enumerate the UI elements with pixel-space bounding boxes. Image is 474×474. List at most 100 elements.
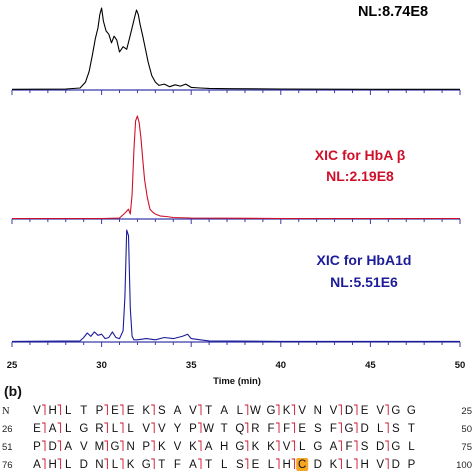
residue: H: [360, 459, 368, 471]
residue: T: [80, 405, 87, 417]
cleavage-mark: [291, 422, 296, 433]
residue: V: [158, 423, 166, 435]
cleavage-mark: [57, 440, 62, 451]
cleavage-mark: [385, 440, 389, 451]
residue: L: [237, 405, 244, 417]
residue: P: [189, 423, 197, 435]
residue: K: [142, 405, 150, 417]
residue: E: [33, 423, 41, 435]
residue: F: [330, 423, 337, 435]
residue: F: [267, 423, 274, 435]
cleavage-mark: [244, 458, 249, 469]
residue: A: [33, 459, 41, 471]
residue: W: [250, 405, 261, 417]
residue: W: [203, 423, 214, 435]
cleavage-mark: [354, 404, 358, 415]
trace-annotation: NL:5.51E6: [330, 274, 398, 290]
cleavage-mark: [42, 404, 46, 415]
cleavage-mark: [338, 458, 342, 469]
highlighted-residue-box: [296, 458, 309, 471]
x-tick-label: 45: [365, 360, 376, 371]
residue: A: [189, 459, 197, 471]
x-tick-label: 50: [455, 360, 466, 371]
x-tick-label: 25: [7, 360, 18, 371]
cleavage-mark: [276, 440, 280, 451]
residue: T: [205, 405, 212, 417]
residue: V: [298, 405, 306, 417]
cleavage-mark: [57, 422, 62, 433]
residue: S: [392, 423, 400, 435]
residue: H: [48, 459, 56, 471]
residue: V: [80, 441, 88, 453]
residue: T: [408, 423, 415, 435]
residue: K: [267, 441, 275, 453]
sequence-row-start: 26: [2, 424, 13, 435]
residue: K: [330, 459, 338, 471]
residue: G: [313, 441, 322, 453]
residue: D: [376, 441, 384, 453]
residue: T: [158, 459, 165, 471]
residue: L: [408, 441, 415, 453]
x-tick-label: 40: [276, 360, 287, 371]
residue: L: [299, 441, 306, 453]
residue: R: [251, 423, 259, 435]
residue: H: [282, 459, 290, 471]
cleavage-mark: [151, 404, 155, 415]
cleavage-mark: [104, 440, 108, 451]
cleavage-mark: [104, 458, 108, 469]
residue: V: [376, 459, 384, 471]
trace-annotation: XIC for HbA1d: [317, 252, 412, 268]
cleavage-mark: [120, 440, 124, 451]
cleavage-mark: [385, 422, 389, 433]
residue: A: [220, 405, 228, 417]
residue: G: [391, 405, 400, 417]
residue: E: [252, 459, 260, 471]
cleavage-mark: [198, 422, 202, 433]
trace-annotation: XIC for HbA β: [315, 147, 406, 163]
residue: G: [235, 441, 244, 453]
chromatogram-panel-bottom: XIC for HbA1d NL:5.51E6: [11, 229, 461, 347]
cleavage-mark: [104, 404, 108, 415]
residue: E: [111, 405, 119, 417]
residue: V: [283, 441, 291, 453]
cleavage-mark: [338, 440, 342, 451]
residue: L: [221, 459, 228, 471]
cleavage-mark: [198, 458, 202, 469]
residue: L: [346, 459, 353, 471]
residue: P: [96, 405, 104, 417]
residue: H: [48, 405, 56, 417]
cleavage-mark: [276, 422, 280, 433]
residue: G: [391, 441, 400, 453]
residue: D: [80, 459, 88, 471]
x-tick-label: 30: [96, 360, 107, 371]
residue: V: [330, 405, 338, 417]
sequence-row-end: 50: [461, 424, 472, 435]
chromatogram-trace-top: [11, 7, 460, 90]
residue: V: [376, 405, 384, 417]
cleavage-mark: [104, 422, 108, 433]
sequence-row-start: 51: [2, 442, 13, 453]
residue: D: [392, 459, 400, 471]
cleavage-mark: [120, 404, 124, 415]
residue: L: [127, 423, 134, 435]
sequence-row-end: 25: [461, 406, 472, 417]
residue: E: [127, 405, 135, 417]
sequence-row-start: N: [2, 406, 10, 417]
residue: Q: [235, 423, 244, 435]
cleavage-mark: [151, 440, 155, 451]
residue: M: [95, 441, 105, 453]
residue: V: [142, 423, 150, 435]
cleavage-mark: [385, 404, 389, 415]
residue: A: [205, 441, 213, 453]
residue: D: [48, 441, 56, 453]
residue: L: [112, 423, 119, 435]
residue: K: [189, 441, 197, 453]
cleavage-mark: [151, 458, 155, 469]
residue: P: [142, 441, 150, 453]
residue: L: [65, 423, 72, 435]
residue: S: [236, 459, 244, 471]
residue: G: [345, 423, 354, 435]
residue: S: [314, 423, 322, 435]
